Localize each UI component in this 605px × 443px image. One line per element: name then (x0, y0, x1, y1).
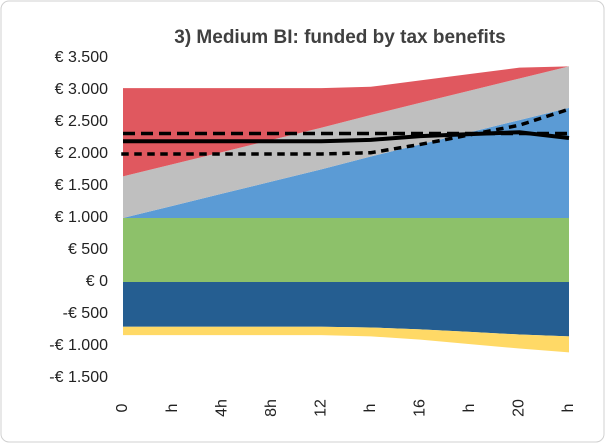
y-tick-label: -€ 1.500 (49, 369, 108, 386)
x-tick-label: h (461, 404, 478, 413)
chart-title: 3) Medium BI: funded by tax benefits (174, 27, 505, 48)
y-tick-label: -€ 500 (63, 305, 108, 322)
x-tick-label: 12 (312, 399, 329, 417)
y-tick-label: € 0 (86, 273, 108, 290)
y-tick-label: € 3.500 (55, 49, 108, 66)
x-tick-label: h (560, 404, 577, 413)
x-tick-label: 0 (114, 403, 131, 412)
x-tick-label: h (362, 404, 379, 413)
y-tick-label: € 3.000 (55, 81, 108, 98)
area (123, 218, 569, 282)
y-tick-label: € 1.500 (55, 177, 108, 194)
x-tick-label: 4h (213, 399, 230, 417)
y-tick-label: -€ 1.000 (49, 337, 108, 354)
x-tick-label: 16 (412, 399, 429, 417)
y-tick-label: € 500 (68, 241, 108, 258)
line (121, 106, 572, 156)
x-tick-label: 8h (263, 399, 280, 417)
area (123, 282, 569, 337)
area (123, 66, 569, 177)
x-tick-label: 20 (511, 399, 528, 417)
x-tick-label: h (164, 404, 181, 413)
y-tick-label: € 2.500 (55, 113, 108, 130)
y-tick-label: € 2.000 (55, 145, 108, 162)
y-tick-label: € 1.000 (55, 209, 108, 226)
area (123, 326, 569, 353)
